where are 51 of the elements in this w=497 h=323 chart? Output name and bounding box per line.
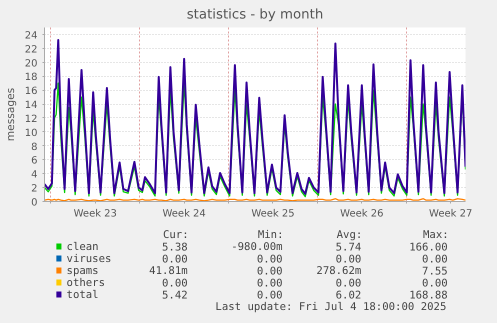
text: 0.00 — [256, 276, 283, 290]
x-tick-label: Week 26 — [340, 208, 384, 220]
text: 0.00 — [256, 252, 283, 266]
y-tick-label: 10 — [24, 128, 38, 139]
x-tick-label: Week 23 — [74, 208, 117, 220]
y-tick-label: 24 — [24, 30, 38, 42]
text: Max: — [423, 228, 449, 241]
text: 0.00 — [422, 276, 448, 290]
line-series — [44, 39, 466, 195]
text: 7.55 — [422, 264, 448, 278]
y-tick-label: 18 — [24, 72, 38, 84]
y-tick-label: 6 — [31, 156, 38, 167]
x-tick-label: Week 24 — [162, 208, 206, 220]
legend-label: total — [66, 288, 99, 301]
x-tick-label: Week 25 — [251, 208, 295, 220]
x-tick-label: Week 27 — [429, 208, 472, 220]
text: 0.00 — [422, 252, 448, 266]
text: 6.02 — [336, 288, 362, 302]
y-tick-label: 2 — [31, 184, 38, 195]
legend-label: spams — [66, 264, 99, 277]
text: 0.00 — [256, 264, 283, 278]
text: Min: — [258, 228, 284, 241]
y-tick-label: 20 — [24, 58, 38, 70]
text: 0.00 — [336, 276, 362, 290]
text: 0.00 — [162, 252, 188, 266]
text: 168.88 — [409, 288, 448, 302]
text: 5.38 — [162, 240, 188, 254]
text: 166.00 — [409, 240, 448, 254]
text: 5.42 — [162, 288, 188, 302]
y-tick-label: 16 — [24, 86, 38, 98]
text: Cur: — [162, 228, 189, 241]
y-tick-label: 0 — [31, 198, 38, 208]
text: 0.00 — [162, 276, 188, 290]
text: Avg: — [336, 228, 362, 241]
y-tick-label: 4 — [31, 170, 38, 181]
y-axis-title: messages — [4, 87, 17, 142]
y-tick-label: 8 — [31, 142, 38, 153]
legend-label: viruses — [66, 252, 112, 265]
legend-label: clean — [66, 240, 99, 253]
text: 0.00 — [336, 252, 362, 266]
text: 5.74 — [336, 240, 362, 254]
text: 0.00 — [256, 288, 283, 302]
text: -980.00m — [231, 240, 283, 253]
chart-title: statistics - by month — [186, 8, 324, 22]
y-tick-label: 22 — [24, 44, 38, 56]
y-tick-label: 12 — [24, 114, 38, 125]
text: 278.62m — [316, 264, 362, 277]
text: 41.81m — [149, 264, 188, 277]
text: Last update: Fri Jul 4 18:00:00 2025 — [215, 300, 446, 313]
legend-label: others — [66, 276, 106, 289]
y-tick-label: 14 — [24, 100, 38, 112]
